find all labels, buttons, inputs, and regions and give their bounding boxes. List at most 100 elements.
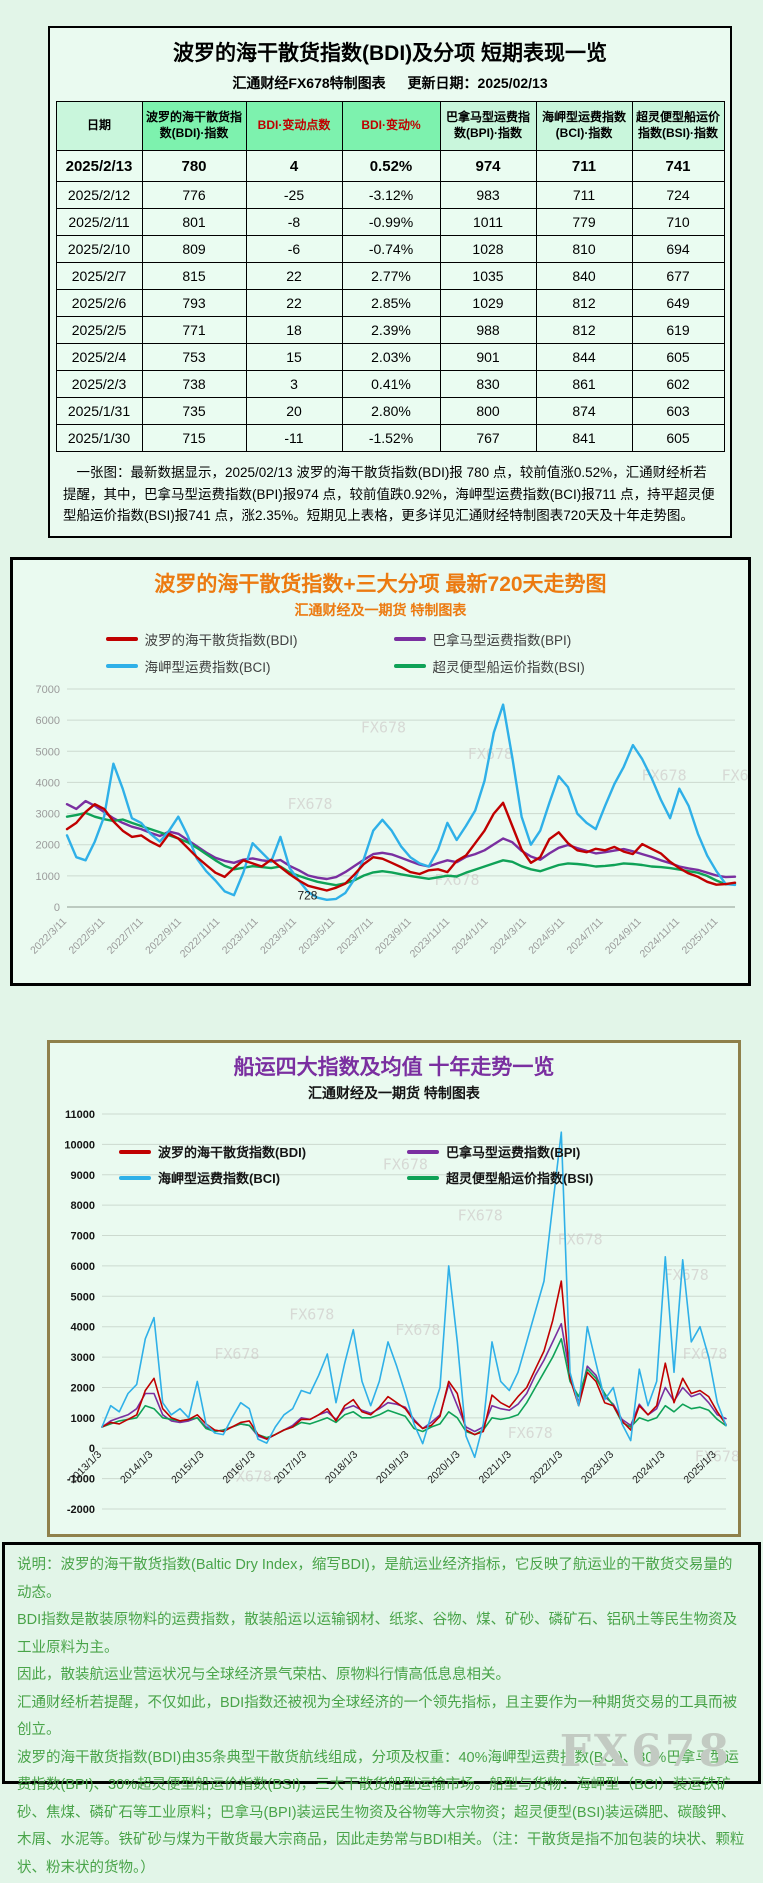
chart-watermark: FX678 [287,795,332,813]
table-cell: 1029 [439,289,537,317]
chart-10y-subtitle: 汇通财经及一期货 特制图表 [308,1085,480,1101]
series-line [65,703,737,902]
trend-chart-10y-panel: 船运四大指数及均值 十年走势一览 汇通财经及一期货 特制图表 -2000 -100… [47,1040,741,1537]
table-cell: 2025/2/13 [55,150,143,182]
y-tick-label: 7000 [71,1231,95,1243]
legend-label: 超灵便型船运价指数(BSI) [432,660,585,675]
x-tick-label: 2024/1/3 [630,1449,667,1486]
table-cell: 841 [535,424,633,452]
table-cell: 2.77% [341,262,441,290]
x-tick-label: 2020/1/3 [425,1449,462,1486]
table-cell: 2025/2/11 [55,208,143,236]
chart-720-title: 波罗的海干散货指数+三大分项 最新720天走势图 [154,573,607,596]
table-row: 2025/1/31 735 20 2.80% 800 874 603 [55,397,725,425]
chart-watermark: FX678 [722,767,748,785]
table-cell: 844 [535,343,633,371]
legend-item: 超灵便型船运价指数(BSI) [393,656,656,676]
y-tick-label: 2000 [71,1382,95,1394]
chart-watermark: FX678 [361,719,406,737]
legend-swatch [407,1149,439,1154]
table-cell: 2025/2/4 [55,343,143,371]
y-tick-label: 2000 [36,840,60,852]
update-date-label: 更新日期：2025/02/13 [407,75,548,91]
table-cell: 815 [141,262,247,290]
table-cell: 1028 [439,235,537,263]
source-label: 汇通财经FX678特制图表 [232,75,386,91]
table-row: 2025/1/30 715 -11 -1.52% 767 841 605 [55,424,725,452]
table-cell: 724 [631,181,725,209]
table-cell: 735 [141,397,247,425]
y-tick-label: 5000 [71,1291,95,1303]
table-cell: 0.41% [341,370,441,398]
chart-watermark: FX678 [395,1321,440,1339]
footer-notes-panel: 说明：波罗的海干散货指数(Baltic Dry Index，缩写BDI)，是航运… [2,1542,761,1876]
table-cell: 779 [535,208,633,236]
x-tick-label: 2023/1/3 [579,1449,616,1486]
legend-label: 超灵便型船运价指数(BSI) [446,1171,594,1186]
table-cell: 771 [141,316,247,344]
table-cell: 711 [535,181,633,209]
table-cell: 605 [631,343,725,371]
table-cell: 810 [535,235,633,263]
x-tick-label: 2024/7/11 [565,916,606,957]
table-cell: 605 [631,424,725,452]
series-line [65,811,737,887]
y-tick-label: 4000 [71,1322,95,1334]
chart-watermark: FX678 [558,1230,603,1248]
table-row: 2025/2/6 793 22 2.85% 1029 812 649 [55,289,725,317]
y-tick-label: 0 [89,1443,95,1455]
y-tick-label: 6000 [71,1261,95,1273]
table-cell: 2025/2/12 [55,181,143,209]
legend-swatch [105,637,138,641]
y-tick-label: 4000 [36,777,60,789]
legend-label: 巴拿马型运费指数(BPI) [446,1145,581,1160]
x-tick-label: 2024/1/11 [450,916,491,957]
chart-watermark: FX678 [508,1424,553,1442]
x-tick-label: 2024/3/11 [488,916,529,957]
chart-watermark: FX678 [664,1266,709,1284]
table-cell: 3 [245,370,343,398]
table-cell: 738 [141,370,247,398]
table-cell: 715 [141,424,247,452]
chart-watermark: FX678 [227,1467,272,1485]
y-tick-label: 3000 [71,1352,95,1364]
table-cell: 988 [439,316,537,344]
trend-chart-720-panel: 波罗的海干散货指数+三大分项 最新720天走势图 汇通财经及一期货 特制图表 波… [10,557,751,986]
table-cell: -0.74% [341,235,441,263]
x-tick-label: 2023/1/11 [220,916,261,957]
table-cell: 4 [245,150,343,182]
table-row: 2025/2/7 815 22 2.77% 1035 840 677 [55,262,725,290]
y-tick-label: 9000 [71,1170,95,1182]
table-cell: 694 [631,235,725,263]
table-summary-note: 一张图：最新数据显示，2025/02/13 波罗的海干散货指数(BDI)报 78… [63,465,715,524]
table-cell: 812 [535,316,633,344]
table-row: 2025/2/10 809 -6 -0.74% 1028 810 694 [55,235,725,263]
table-header-row: 日期 波罗的海干散货指数(BDI)·指数 BDI·变动点数 BDI·变动% 巴拿马型运费… [55,101,725,151]
table-cell: 2.39% [341,316,441,344]
legend-item: 海岬型运费指数(BCI) [105,656,368,676]
x-tick-label: 2018/1/3 [323,1449,360,1486]
y-tick-label: 11000 [65,1109,95,1121]
table-cell: 0.52% [341,150,441,182]
table-row: 2025/2/13 780 4 0.52% 974 711 741 [55,150,725,182]
table-cell: 2025/1/31 [55,397,143,425]
table-cell: 793 [141,289,247,317]
table-cell: 809 [141,235,247,263]
short-term-table-panel: 波罗的海干散货指数(BDI)及分项 短期表现一览 汇通财经FX678特制图表 更… [48,26,732,538]
column-header: 海岬型运费指数(BCI)·指数 [535,101,633,151]
chart-watermark: FX678 [383,1155,428,1173]
table-cell: 2.03% [341,343,441,371]
table-cell: 901 [439,343,537,371]
y-tick-label: -2000 [67,1504,95,1516]
chart-watermark: FX678 [434,871,479,889]
chart-720-legend: 波罗的海干散货指数(BDI) 巴拿马型运费指数(BPI) 海岬型运费指数(BCI) 超… [13,629,748,676]
legend-label: 巴拿马型运费指数(BPI) [432,633,572,648]
table-cell: 20 [245,397,343,425]
footer-paragraph: BDI指数是散装原物料的运费指数，散装船运以运输钢材、纸浆、谷物、煤、矿砂、磷矿… [17,1612,738,1656]
table-cell: -6 [245,235,343,263]
table-row: 2025/2/3 738 3 0.41% 830 861 602 [55,370,725,398]
x-tick-label: 2022/7/11 [105,916,146,957]
y-tick-label: 3000 [36,809,60,821]
table-cell: 2025/2/10 [55,235,143,263]
table-cell: -0.99% [341,208,441,236]
